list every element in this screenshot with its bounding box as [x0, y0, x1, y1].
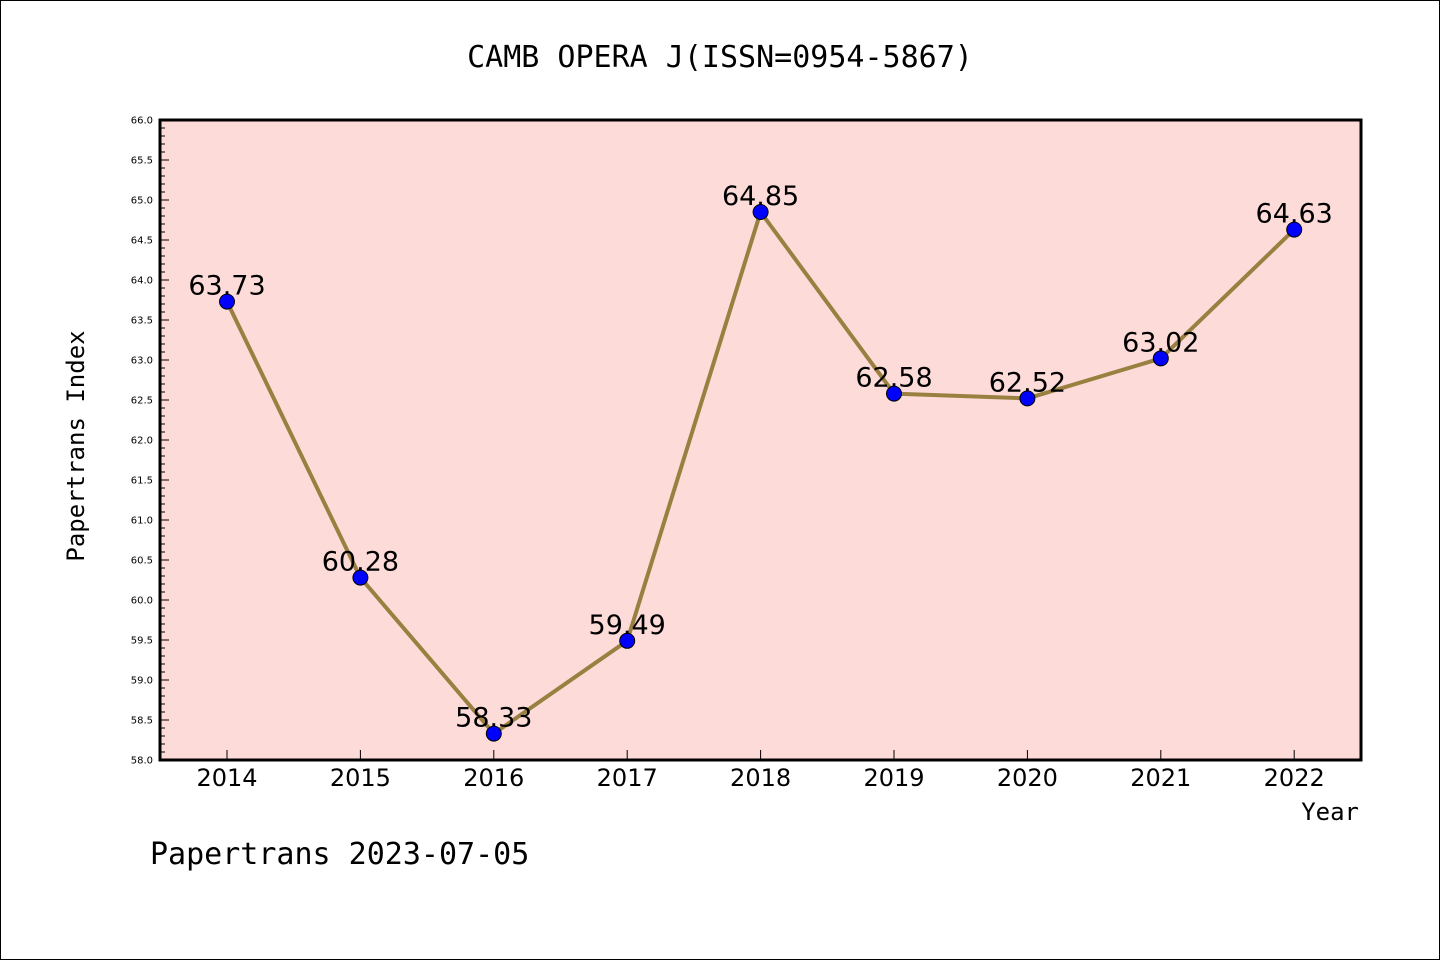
- data-labels: 63.73 60.28 58.33 59.49 64.85 62.58 62.52 63.02…: [188, 181, 1332, 734]
- chart-title: CAMB OPERA J(ISSN=0954-5867): [467, 40, 973, 75]
- data-label-2015: 60.28: [322, 547, 399, 578]
- y-tick-label: 63.5: [131, 316, 153, 327]
- y-tick-label: 65.0: [131, 196, 153, 207]
- y-tick-label: 64.0: [131, 276, 153, 287]
- y-tick-label: 65.5: [131, 156, 153, 167]
- y-axis-ticks: 58.0 58.5 59.0 59.5 60.0 60.5 61.0 61.5 62.0 62.5…: [131, 116, 169, 767]
- y-tick-label: 60.0: [131, 596, 153, 607]
- x-tick-label: 2015: [330, 764, 391, 792]
- x-tick-label: 2021: [1130, 764, 1191, 792]
- y-tick-label: 62.5: [131, 396, 153, 407]
- data-point-2016: [485, 725, 502, 742]
- data-label-2019: 62.58: [855, 363, 932, 394]
- x-tick-label: 2019: [863, 764, 924, 792]
- y-tick-label: 61.0: [131, 516, 153, 527]
- y-tick-label: 58.5: [131, 716, 153, 727]
- data-label-2017: 59.49: [589, 610, 666, 641]
- data-label-2014: 63.73: [188, 271, 265, 302]
- plot-area: [160, 120, 1361, 760]
- x-tick-label: 2022: [1264, 764, 1325, 792]
- y-tick-label: 66.0: [131, 116, 153, 127]
- x-tick-label: 2017: [597, 764, 658, 792]
- y-tick-label: 60.5: [131, 556, 153, 567]
- data-point-2015: [352, 569, 369, 586]
- data-point-2014: [219, 293, 235, 310]
- data-point-2020: [1019, 390, 1036, 407]
- data-point-2021: [1152, 350, 1169, 367]
- data-point-2019: [886, 385, 902, 402]
- y-tick-label: 59.5: [131, 636, 153, 647]
- data-label-2020: 62.52: [989, 367, 1066, 398]
- data-point-2017: [619, 632, 636, 649]
- x-tick-label: 2016: [463, 764, 524, 792]
- y-tick-label: 62.0: [131, 436, 153, 447]
- y-tick-label: 64.5: [131, 236, 153, 247]
- data-label-2021: 63.02: [1122, 327, 1199, 358]
- y-tick-label: 61.5: [131, 476, 153, 487]
- series-markers: [219, 204, 1303, 742]
- x-axis-label: Year: [1301, 798, 1359, 826]
- y-tick-label: 58.0: [131, 756, 153, 767]
- data-label-2022: 64.63: [1256, 199, 1333, 230]
- plot-border: [158, 118, 1363, 762]
- y-axis-label: Papertrans Index: [62, 330, 90, 561]
- x-tick-label: 2018: [730, 764, 791, 792]
- footer-text: Papertrans 2023-07-05: [150, 837, 529, 872]
- data-point-2022: [1286, 221, 1303, 238]
- x-tick-label: 2020: [997, 764, 1058, 792]
- data-label-2016: 58.33: [455, 703, 532, 734]
- x-tick-label: 2014: [196, 764, 257, 792]
- x-axis-ticks: 2014 2015 2016 2017 2018 2019 2020 2021 2022: [196, 750, 1325, 792]
- data-label-2018: 64.85: [722, 181, 799, 212]
- y-tick-label: 59.0: [131, 676, 153, 687]
- data-point-2018: [752, 204, 769, 220]
- y-tick-label: 63.0: [131, 356, 153, 367]
